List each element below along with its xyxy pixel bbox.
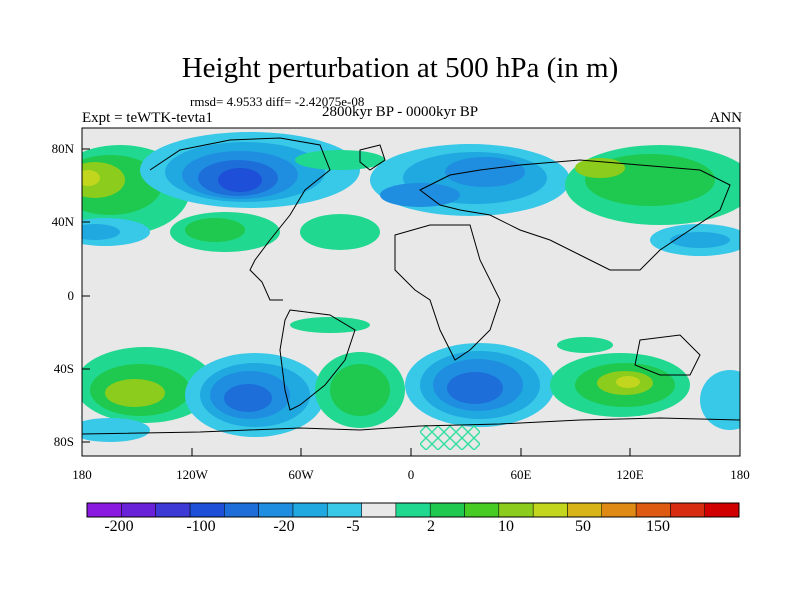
lat-label-80s: 80S: [53, 434, 74, 449]
colorbar-cell: [292, 502, 328, 518]
coastlines: [82, 137, 740, 435]
colorbar-cell: [532, 502, 568, 518]
colorbar-label: 10: [498, 518, 514, 535]
indian-ocean-negative: [405, 343, 555, 427]
colorbar-cell: [189, 502, 225, 518]
lat-label-80n: 80N: [51, 141, 74, 156]
lon-label-180w: 180: [72, 467, 92, 482]
colorbar-cell: [361, 502, 397, 518]
lon-label-120e: 120E: [616, 467, 644, 482]
south-pacific-negative: [185, 353, 325, 437]
colorbar-cell: [258, 502, 294, 518]
colorbar-cell: [601, 502, 637, 518]
colorbar-label: 150: [646, 518, 670, 535]
lat-label-40n: 40N: [51, 214, 74, 229]
period-label: 2800kyr BP - 0000kyr BP: [321, 104, 479, 120]
colorbar-label: -100: [186, 518, 216, 535]
colorbar-cell: [464, 502, 500, 518]
colorbar-cell: [670, 502, 705, 518]
experiment-label: Expt = teWTK-tevta1: [82, 110, 213, 126]
stats-line: rmsd= 4.9533 diff= -2.42075e-08: [190, 94, 365, 109]
colorbar-cell: [498, 502, 534, 518]
colorbar: [86, 502, 740, 518]
colorbar-cell: [635, 502, 671, 518]
southern-ocean-positive: [550, 353, 690, 417]
lon-label-120w: 120W: [176, 467, 208, 482]
colorbar-cell: [395, 502, 431, 518]
colorbar-cell: [155, 502, 191, 518]
lat-label-0: 0: [67, 288, 75, 303]
north-atlantic-negative: [370, 144, 570, 216]
anomaly-field: [82, 132, 740, 450]
south-pacific-positive: [82, 347, 215, 423]
colorbar-cell: [121, 502, 156, 518]
colorbar-label: 50: [575, 518, 591, 535]
colorbar-cell: [224, 502, 259, 518]
lon-label-60e: 60E: [510, 467, 532, 482]
lat-label-40s: 40S: [53, 361, 74, 376]
canada-negative: [140, 132, 360, 208]
colorbar-cell: [429, 502, 465, 518]
season-label: ANN: [709, 110, 743, 126]
stippled-region: [420, 425, 480, 450]
lon-label-60w: 60W: [288, 467, 314, 482]
colorbar-label: -5: [346, 518, 360, 535]
colorbar-label: 2: [427, 518, 435, 535]
south-atlantic-positive: [315, 352, 405, 428]
axis-ticks: [81, 148, 741, 456]
plot-title: Height perturbation at 500 hPa (in m): [181, 52, 619, 84]
colorbar-label: -200: [104, 518, 134, 535]
lon-label-0: 0: [407, 467, 415, 482]
lon-label-180e: 180: [730, 467, 750, 482]
colorbar-cell: [86, 502, 122, 518]
siberia-positive: [565, 145, 740, 256]
colorbar-cell: [704, 502, 740, 518]
colorbar-cell: [326, 502, 362, 518]
colorbar-label: -20: [273, 518, 295, 535]
colorbar-cell: [567, 502, 602, 518]
